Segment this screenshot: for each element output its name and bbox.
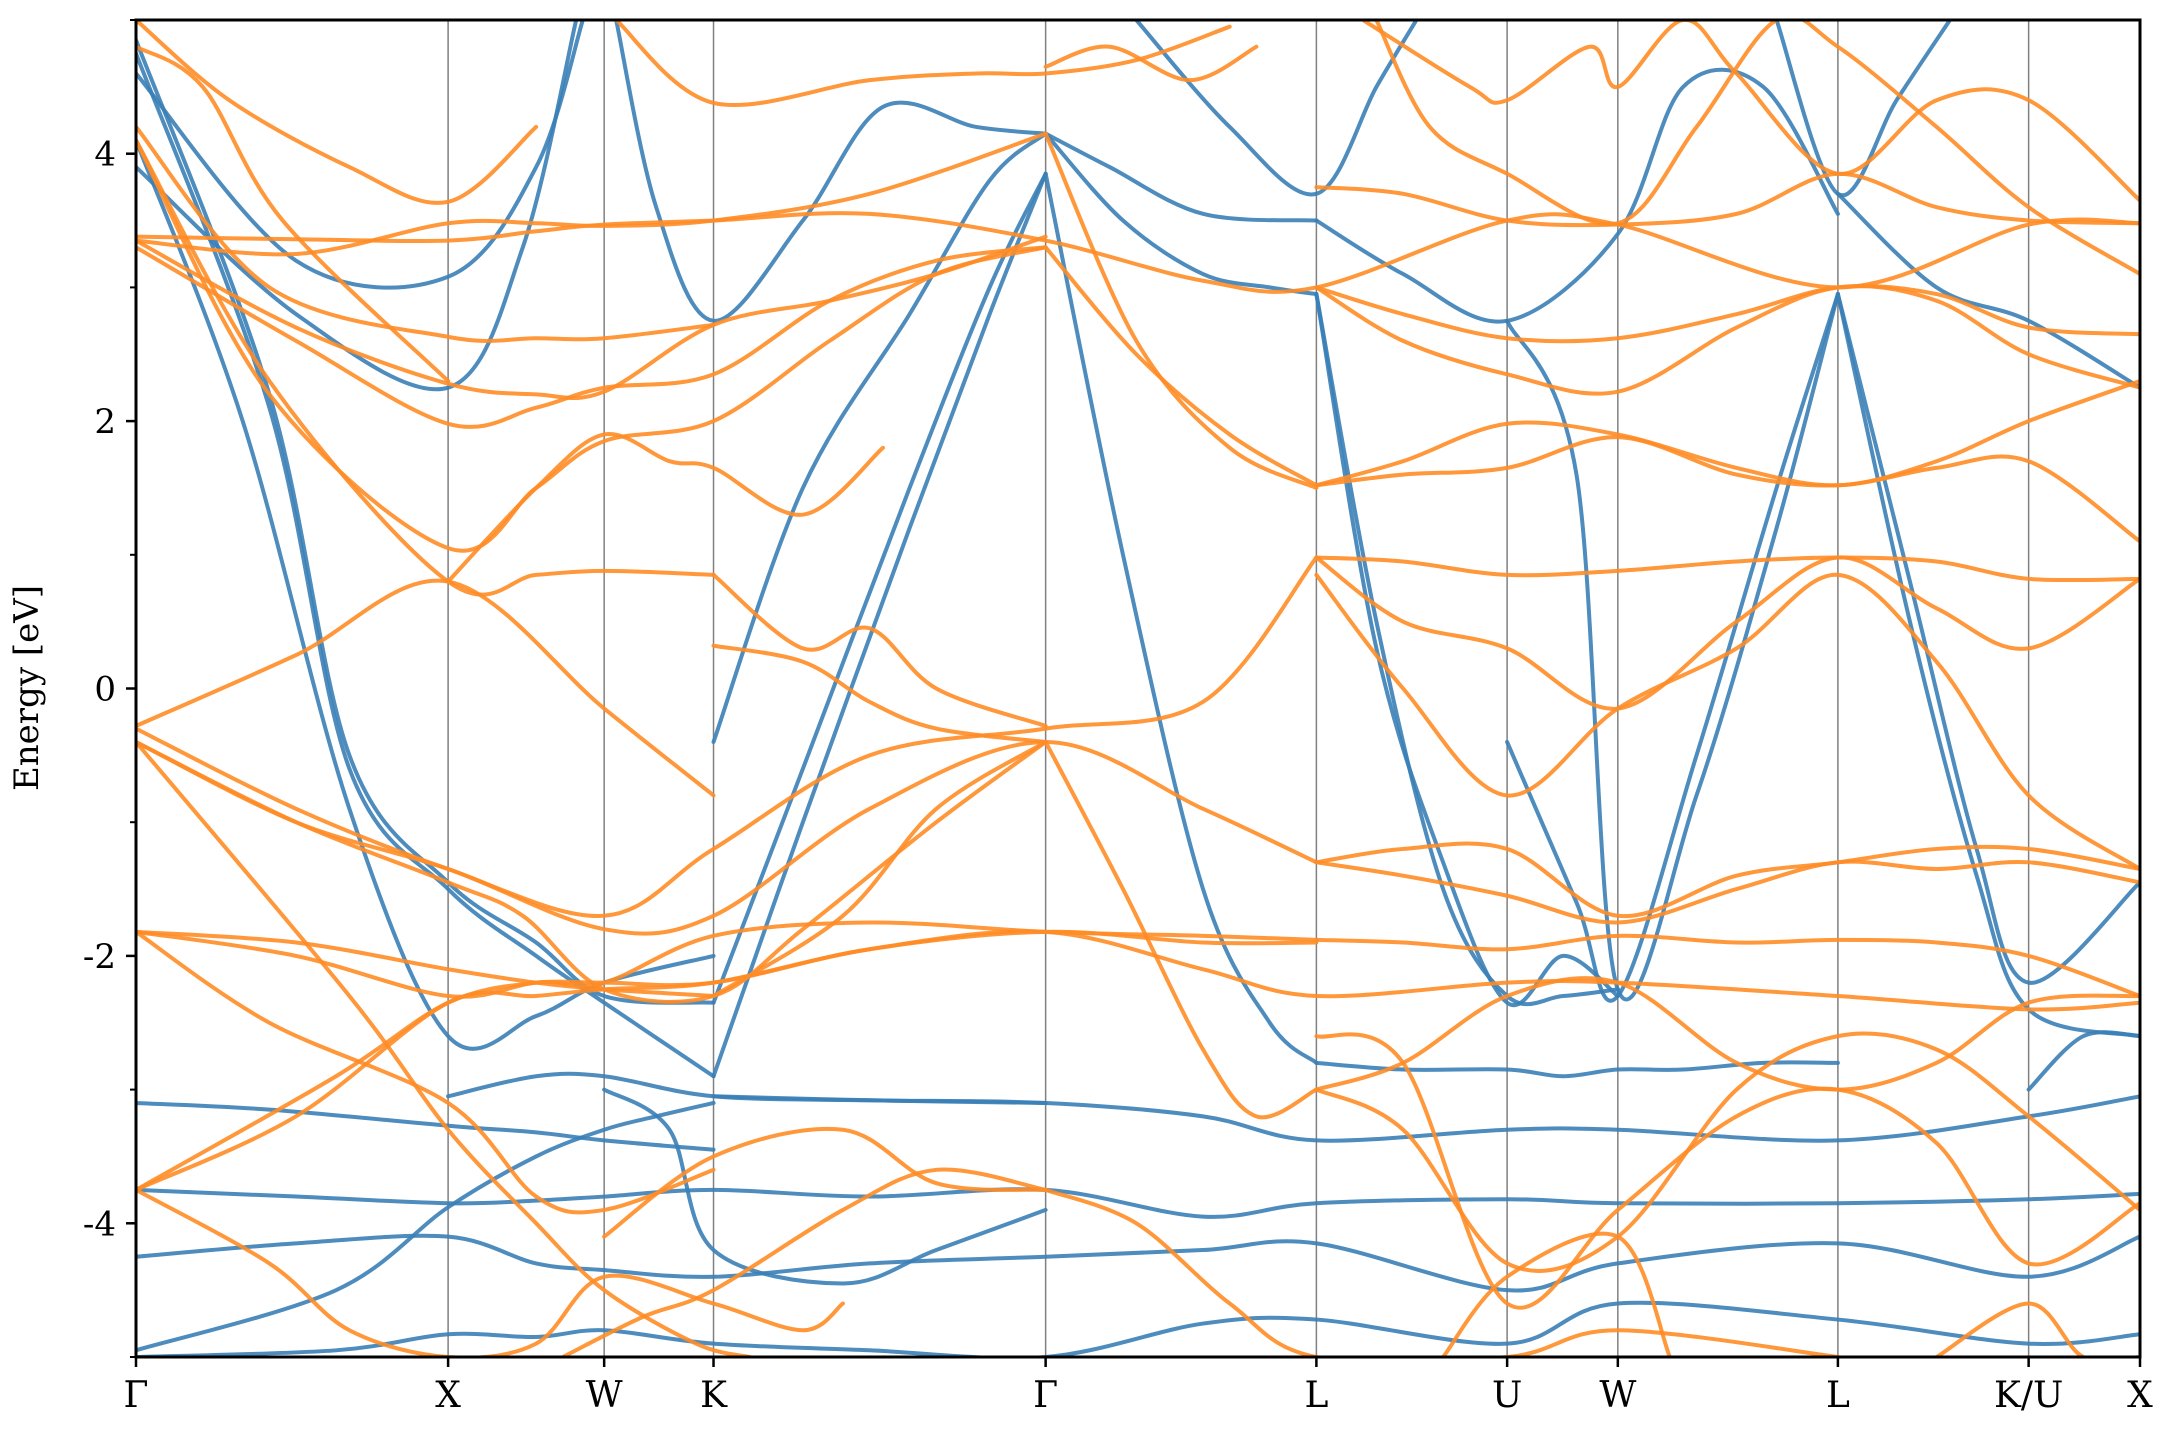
- band-line-orange: [136, 739, 1048, 1004]
- band-line-orange: [1314, 555, 2140, 583]
- band-line-orange: [1043, 739, 1319, 1120]
- band-line-orange: [1314, 1032, 2140, 1310]
- band-line-blue: [136, 1300, 2140, 1357]
- band-line-blue: [1835, 292, 2140, 1039]
- band-line-orange: [1043, 44, 1259, 83]
- x-tick-label: Γ: [124, 1375, 149, 1416]
- band-line-blue: [1043, 171, 1319, 1065]
- band-line-orange: [1314, 555, 2140, 711]
- band-line-blue: [1314, 67, 1840, 324]
- band-line-orange: [711, 643, 1048, 744]
- band-line-blue: [1835, 292, 2140, 985]
- band-line-orange: [136, 245, 1048, 429]
- band-line-orange: [1314, 435, 2140, 544]
- band-line-blue: [1835, 191, 2140, 390]
- x-tick-label: W: [586, 1375, 623, 1416]
- band-line-blue: [1774, 20, 1952, 198]
- y-tick-label: -2: [83, 937, 116, 977]
- band-line-blue: [136, 1233, 2140, 1293]
- y-tick-label: -4: [83, 1204, 116, 1244]
- band-line-orange: [1314, 284, 2140, 344]
- band-line-orange: [1314, 976, 2140, 1092]
- band-line-blue: [614, 20, 1048, 323]
- band-line-blue: [2026, 1030, 2140, 1092]
- band-line-orange: [136, 929, 2140, 1012]
- band-line-orange: [602, 1126, 1048, 1239]
- band-line-blue: [136, 20, 579, 392]
- band-line-orange: [1314, 378, 2140, 488]
- band-line-orange: [136, 131, 1048, 257]
- band-line-orange: [136, 555, 1319, 918]
- high-symmetry-lines: [447, 20, 2030, 1357]
- band-line-orange: [1361, 20, 2140, 203]
- x-tick-label: L: [1826, 1375, 1850, 1416]
- band-line-blue: [711, 171, 1048, 1079]
- band-line-blue: [711, 131, 1048, 744]
- y-axis-label: Energy [eV]: [7, 585, 47, 791]
- y-axis: -4 -2 0 2 4: [83, 19, 136, 1358]
- band-line-orange: [136, 234, 1048, 401]
- band-line-orange: [1043, 245, 1319, 488]
- band-line-blue: [1314, 1060, 1840, 1079]
- band-line-blue: [602, 1087, 1048, 1286]
- band-line-blue: [1043, 131, 1319, 223]
- band-line-orange: [1314, 171, 2140, 228]
- band-line-blue: [136, 1100, 716, 1152]
- x-axis: Γ X W K Γ L U W L K/U X: [124, 1357, 2153, 1416]
- band-line-blue: [1043, 131, 1319, 297]
- x-tick-label: W: [1599, 1375, 1636, 1416]
- band-line-orange: [1314, 284, 2140, 396]
- band-line-orange: [711, 572, 1048, 728]
- band-line-orange: [1314, 933, 2140, 999]
- band-line-orange: [1934, 1301, 2140, 1357]
- band-line-orange: [1441, 1231, 1672, 1357]
- band-line-orange: [136, 138, 1048, 553]
- band-line-orange: [136, 211, 2140, 294]
- band-line-orange: [136, 920, 1319, 1192]
- band-line-blue: [1314, 292, 1620, 1008]
- x-tick-label: U: [1492, 1375, 1522, 1416]
- band-line-orange: [136, 20, 539, 205]
- band-line-orange: [136, 739, 1319, 936]
- band-line-orange: [136, 44, 451, 383]
- band-line-orange: [1314, 1031, 2140, 1273]
- x-tick-label: L: [1304, 1375, 1328, 1416]
- band-line-blue: [1134, 20, 1419, 197]
- x-tick-label: K: [700, 1375, 728, 1416]
- band-line-orange: [614, 20, 1232, 108]
- band-line-orange: [1374, 20, 2140, 277]
- band-line-blue: [711, 171, 1048, 1005]
- y-tick-label: 0: [94, 670, 116, 710]
- band-line-orange: [711, 739, 1048, 999]
- band-line-orange: [136, 1187, 845, 1357]
- band-line-orange: [136, 739, 752, 1357]
- band-line-blue: [136, 1187, 2140, 1219]
- band-line-orange: [1043, 131, 1319, 490]
- band-line-orange: [136, 124, 716, 343]
- band-line-orange: [446, 432, 885, 584]
- y-tick-label: 2: [94, 402, 116, 442]
- band-line-blue: [136, 20, 585, 290]
- plot-frame: [134, 18, 2142, 1359]
- band-line-blue: [1505, 292, 1840, 1002]
- x-tick-label: X: [2127, 1375, 2153, 1416]
- x-tick-label: K/U: [1994, 1375, 2063, 1416]
- band-line-blue: [136, 51, 716, 1079]
- band-line-orange: [560, 1167, 1048, 1357]
- band-line-blue: [446, 1071, 1048, 1105]
- band-lines: [136, 20, 2140, 1357]
- x-tick-label: Γ: [1033, 1375, 1058, 1416]
- band-line-orange: [136, 578, 716, 798]
- y-tick-label: 4: [94, 135, 116, 175]
- x-tick-label: X: [435, 1375, 461, 1416]
- band-line-orange: [1314, 572, 2140, 871]
- band-line-orange: [1043, 1187, 1840, 1357]
- band-line-orange: [1314, 859, 2140, 925]
- band-line-orange: [1314, 841, 2140, 919]
- band-line-blue: [136, 1100, 716, 1353]
- band-line-orange: [136, 929, 716, 1215]
